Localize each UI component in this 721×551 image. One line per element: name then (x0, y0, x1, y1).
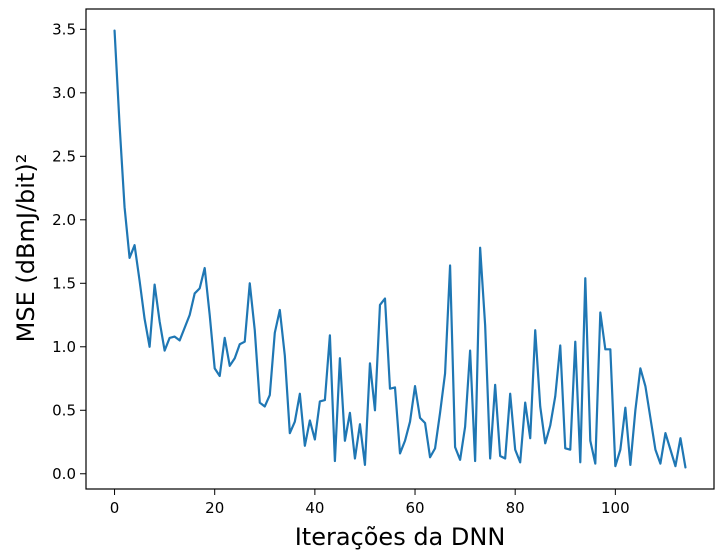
y-tick-label: 2.5 (52, 147, 76, 165)
y-axis-ticks: 0.0 0.5 1.0 1.5 2.0 2.5 3.0 3.5 (52, 20, 86, 483)
x-axis-label: Iterações da DNN (295, 523, 506, 551)
plot-area-border (85, 8, 715, 490)
y-tick-label: 1.5 (52, 274, 76, 292)
x-tick-label: 80 (506, 499, 525, 517)
x-tick-label: 60 (405, 499, 424, 517)
x-tick-label: 20 (205, 499, 224, 517)
plot-frame (85, 8, 715, 490)
y-tick-label: 3.5 (52, 20, 76, 38)
x-tick-label: 0 (110, 499, 120, 517)
series-layer (113, 29, 687, 469)
y-tick-label: 0.5 (52, 401, 76, 419)
x-axis-ticks: 0 20 40 60 80 100 (110, 489, 630, 517)
x-tick-label: 100 (601, 499, 630, 517)
x-tick-label: 40 (305, 499, 324, 517)
y-tick-label: 2.0 (52, 211, 76, 229)
series-line-0 (113, 29, 687, 469)
y-axis-label: MSE (dBmJ/bit)² (12, 154, 40, 343)
y-tick-label: 0.0 (52, 465, 76, 483)
y-tick-label: 1.0 (52, 338, 76, 356)
y-tick-label: 3.0 (52, 84, 76, 102)
